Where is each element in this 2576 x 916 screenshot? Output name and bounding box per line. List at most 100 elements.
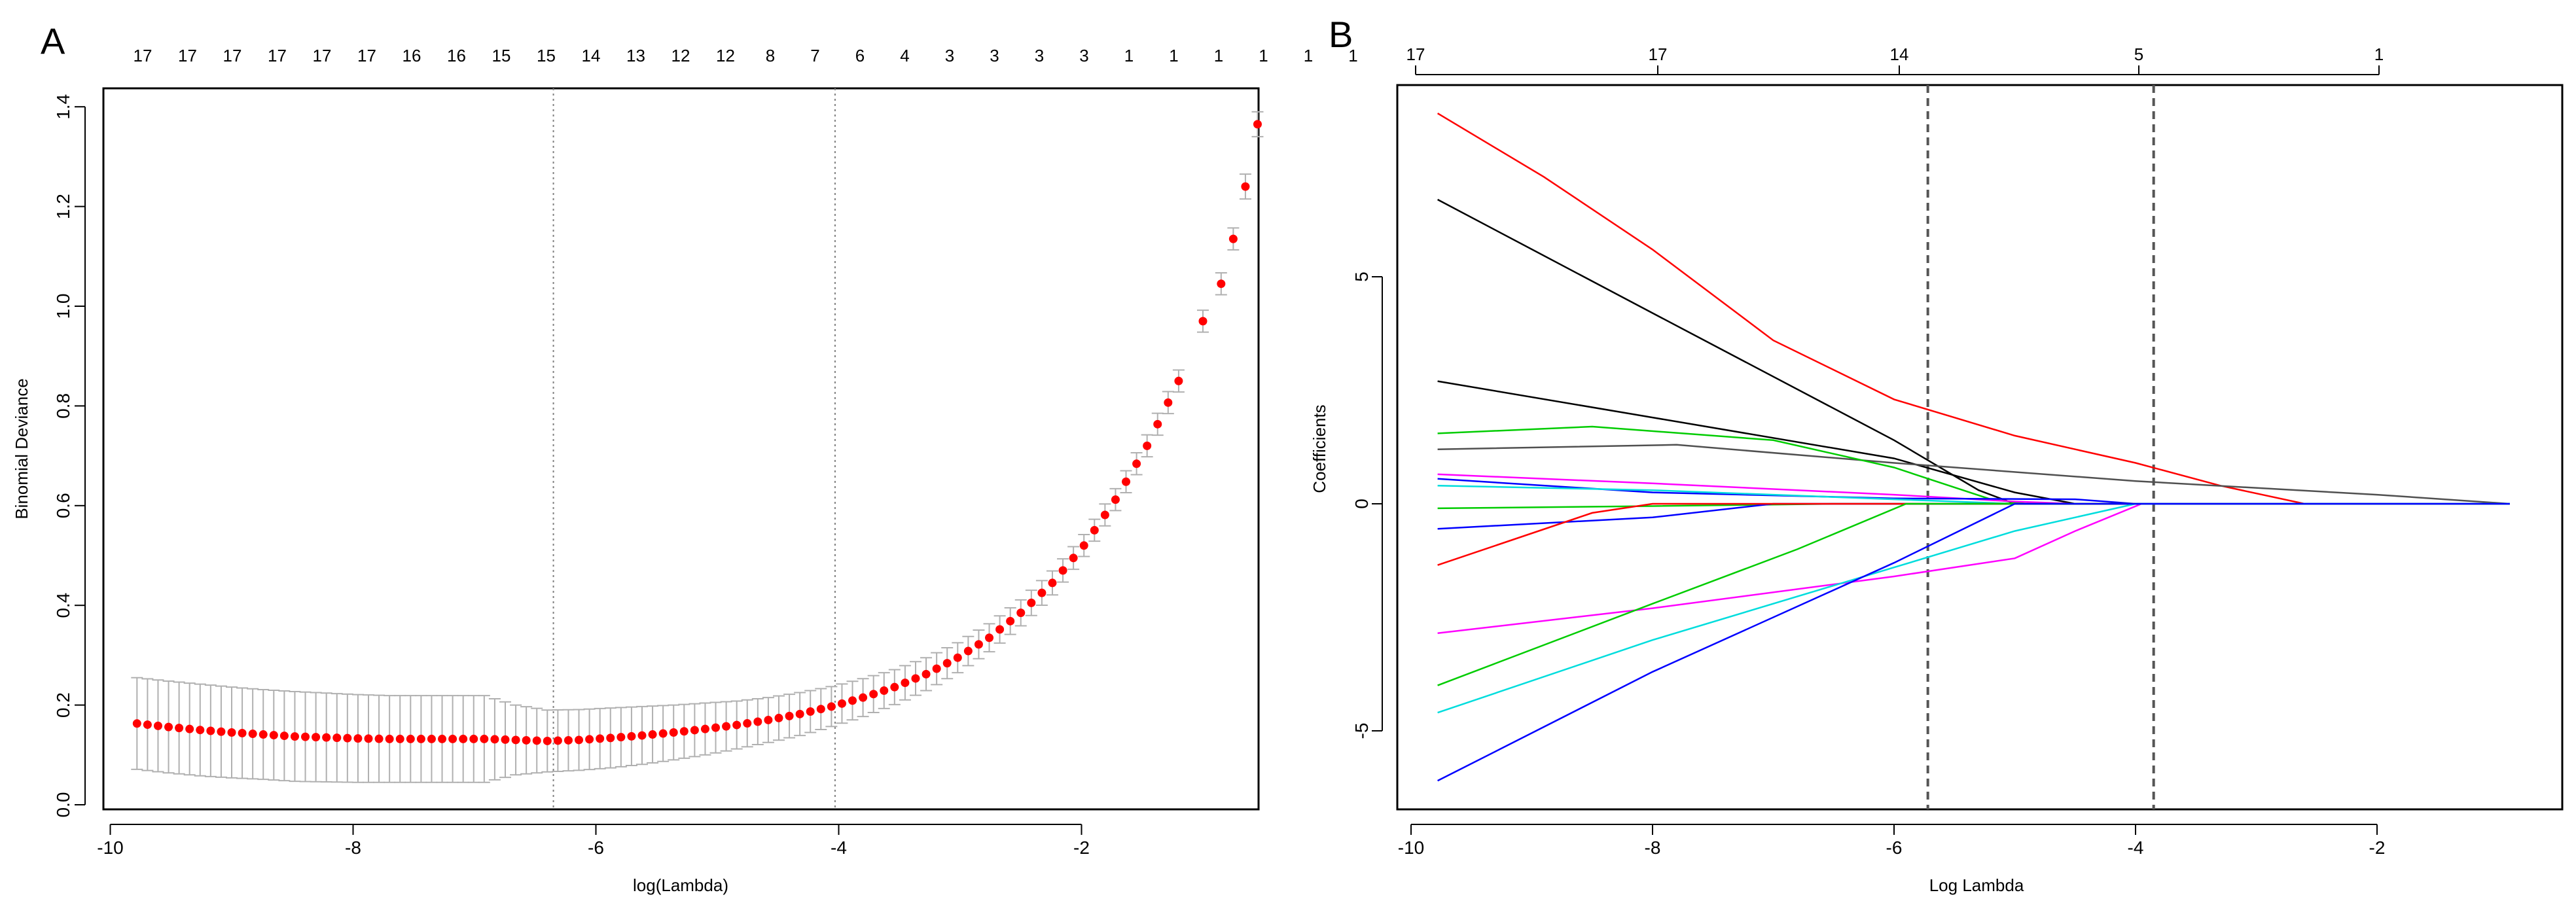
panel-a-point (869, 690, 878, 699)
panel-a-point (848, 696, 857, 705)
panel-a-point (269, 731, 278, 740)
panel-a-point (279, 731, 289, 741)
panel-a-point (1016, 608, 1026, 618)
panel-a-point (837, 699, 846, 708)
panel-a-top-label: 3 (1079, 46, 1088, 65)
panel-a-point (658, 729, 668, 738)
panel-a-x-tick-label: -8 (345, 837, 361, 858)
panel-a-point (312, 733, 321, 742)
panel-a-point (963, 646, 973, 656)
panel-a-point (143, 720, 152, 730)
panel-a-top-label: 12 (671, 46, 690, 65)
panel-a-point (679, 727, 689, 736)
panel-a-point (700, 724, 709, 733)
panel-a-point (343, 733, 352, 743)
panel-a-top-label: 17 (178, 46, 197, 65)
panel-a-y-tick-label: 0.4 (53, 593, 73, 618)
panel-a-point (932, 664, 941, 673)
panel-b-series-blue-neg-small (1437, 502, 2510, 530)
panel-a-point (332, 733, 342, 743)
panel-b-x-tick-label: -2 (2369, 837, 2386, 858)
panel-a-point (259, 730, 268, 739)
panel-a-point (395, 734, 404, 743)
panel-a-point (532, 736, 541, 745)
panel-a-point (953, 653, 962, 662)
panel-b-top-label: 17 (1649, 44, 1668, 64)
panel-a-y-tick-label: 1.2 (53, 194, 73, 219)
panel-a-y-tick-label: 1.4 (53, 94, 73, 120)
panel-a-point (617, 733, 626, 742)
panel-a-point (859, 693, 868, 702)
panel-a-top-label: 3 (945, 46, 954, 65)
panel-a-point (164, 722, 173, 731)
panel-b-top-label: 1 (2374, 44, 2384, 64)
panel-a-point (322, 733, 331, 742)
panel-a-point (175, 724, 184, 733)
panel-b-series-cyan-small (1437, 484, 2510, 505)
panel-a-point (1090, 525, 1099, 535)
panel-a-point (1164, 398, 1173, 407)
panel-a-point (364, 734, 373, 743)
panel-a-point (448, 734, 457, 743)
panel-b-top-label: 17 (1406, 44, 1425, 64)
panel-a-point (511, 735, 520, 745)
panel-a-point (153, 721, 162, 730)
panel-a-top-label: 1 (1124, 46, 1134, 65)
panel-b-x-tick-label: -8 (1645, 837, 1661, 858)
panel-a-point (196, 726, 205, 735)
panel-a-point (501, 735, 510, 744)
panel-a-top-label: 15 (537, 46, 556, 65)
panel-a-top-label: 17 (134, 46, 152, 65)
panel-a-top-label: 7 (810, 46, 819, 65)
panel-a-x-axis-label: log(Lambda) (633, 875, 728, 895)
panel-a-point (553, 736, 562, 745)
panel-a-point (985, 633, 994, 643)
panel-a-point (469, 734, 478, 743)
panel-a-point (374, 734, 384, 743)
panel-a-y-tick-label: 0.0 (53, 792, 73, 818)
panel-a-point (711, 723, 721, 732)
panel-a-y-tick-label: 0.6 (53, 493, 73, 518)
panel-a-point (1198, 317, 1208, 326)
panel-a-point (1069, 554, 1078, 563)
panel-b-series-black-mid (1437, 380, 2510, 505)
panel-b-y-axis-label: Coefficients (1310, 404, 1329, 493)
panel-a-point (1006, 616, 1015, 625)
panel-a-point (901, 678, 910, 688)
panel-a-point (1111, 495, 1120, 504)
panel-a-y-tick-label: 1.0 (53, 294, 73, 319)
panel-a-point (743, 719, 752, 728)
panel-b-series-red-neg (1437, 502, 2510, 566)
panel-a-point (543, 736, 552, 745)
panel-a-top-label: 1 (1169, 46, 1178, 65)
panel-b-y-tick-label: -5 (1351, 723, 1372, 739)
panel-b-x-axis-label: Log Lambda (1929, 875, 2024, 895)
panel-a-point (1153, 419, 1162, 429)
panel-b-y-tick-label: 5 (1351, 272, 1372, 282)
panel-a-point (606, 733, 615, 743)
panel-b-series-cyan-neg (1437, 502, 2510, 714)
panel-b-series-green-high (1437, 425, 2510, 505)
panel-b-label: B (1329, 14, 1353, 55)
panel-a-point (227, 728, 236, 737)
panel-a-point (1100, 510, 1109, 520)
panel-a-point (637, 731, 647, 740)
panel-a-point (416, 734, 425, 743)
panel-a-point (406, 734, 415, 743)
panel-a-top-label: 17 (268, 46, 287, 65)
panel-a-point (911, 674, 920, 683)
panel-a-point (827, 702, 836, 711)
panel-a-top-label: 17 (357, 46, 376, 65)
panel-a-top-label: 17 (313, 46, 332, 65)
panel-b-series-blue-small (1437, 478, 2510, 505)
panel-a-top-label: 17 (223, 46, 242, 65)
panel-a-point (995, 625, 1005, 634)
panel-a-point (490, 735, 499, 744)
panel-a-point (427, 734, 436, 743)
panel-a-point (774, 713, 783, 722)
panel-a-point (732, 720, 742, 730)
panel-a-top-label: 8 (766, 46, 775, 65)
panel-a-point (1027, 598, 1036, 607)
panel-a-point (816, 705, 825, 714)
